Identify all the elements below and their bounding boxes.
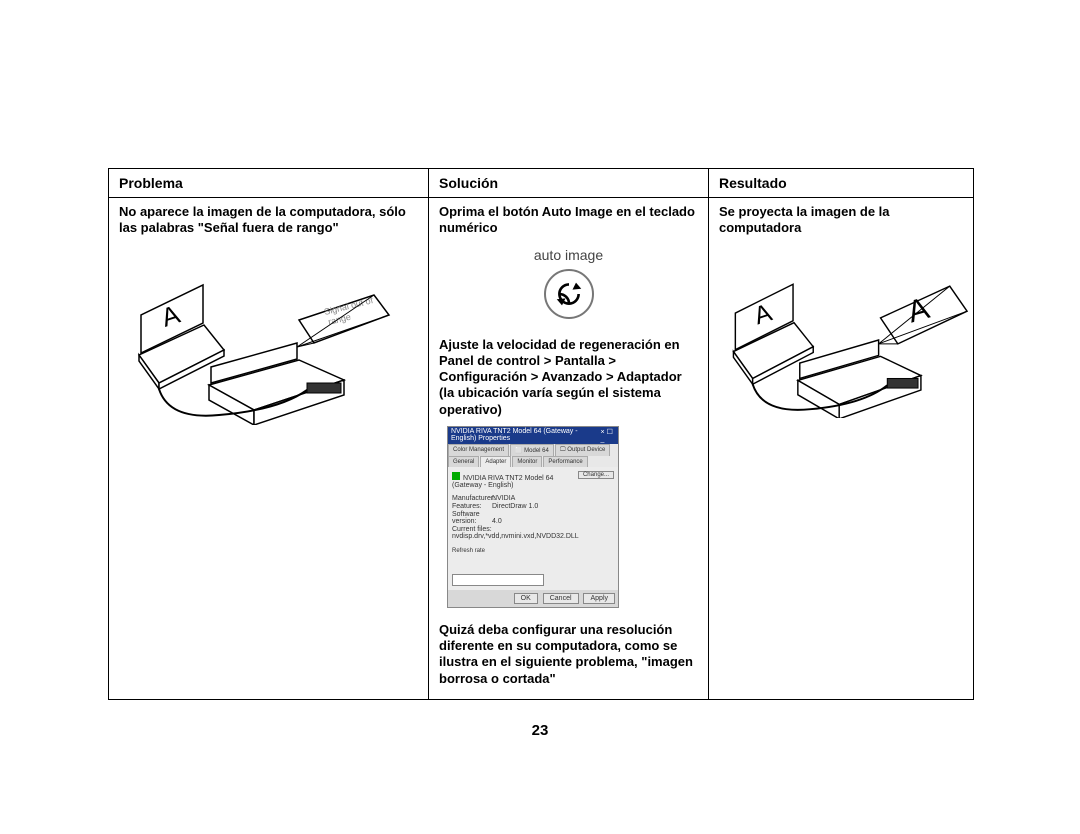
refresh-rate-dropdown [452, 574, 544, 586]
dialog-tabs-row2: General Adapter Monitor Performance [448, 456, 618, 467]
dialog-row-value: 4.0 [492, 518, 502, 525]
dialog-row: NVIDIA RIVA TNT2 Model 64 (Gateway - Eng… [452, 475, 553, 489]
problema-text: No aparece la imagen de la computadora, … [119, 204, 418, 237]
refresh-rate-label: Refresh rate [452, 548, 614, 554]
page-number: 23 [0, 722, 1080, 739]
dialog-tab: 🖵 Output Device [555, 444, 610, 456]
dialog-row-value: nvdisp.drv,*vdd,nvmini.vxd,NVDD32.DLL [452, 533, 579, 540]
solucion-para3: Quizá deba configurar una resolución dif… [439, 622, 698, 687]
solucion-lead: Oprima el botón Auto Image en el teclado… [439, 204, 698, 237]
auto-image-button-icon [544, 269, 594, 319]
table-body-row: No aparece la imagen de la computadora, … [109, 198, 973, 699]
dialog-buttons: OK Cancel Apply [448, 590, 618, 607]
cell-solucion: Oprima el botón Auto Image en el teclado… [429, 198, 709, 699]
dialog-row-value: DirectDraw 1.0 [492, 503, 538, 510]
dialog-titlebar: NVIDIA RIVA TNT2 Model 64 (Gateway - Eng… [448, 427, 618, 444]
auto-image-label: auto image [439, 247, 698, 263]
dialog-body: Change... NVIDIA RIVA TNT2 Model 64 (Gat… [448, 467, 618, 590]
header-solucion: Solución [429, 169, 709, 198]
resultado-text: Se proyecta la imagen de la computadora [719, 204, 963, 237]
ok-button: OK [514, 593, 538, 604]
problema-illustration: A Signal out of range [119, 265, 399, 425]
apply-button: Apply [583, 593, 615, 604]
refresh-icon [555, 280, 583, 308]
dialog-row-value: NVIDIA [492, 495, 515, 502]
adapter-dialog-screenshot: NVIDIA RIVA TNT2 Model 64 (Gateway - Eng… [447, 426, 619, 608]
table-header-row: Problema Solución Resultado [109, 169, 973, 198]
header-problema: Problema [109, 169, 429, 198]
cell-resultado: Se proyecta la imagen de la computadora … [709, 198, 973, 699]
dialog-title-text: NVIDIA RIVA TNT2 Model 64 (Gateway - Eng… [451, 428, 601, 443]
cancel-button: Cancel [543, 593, 579, 604]
dialog-row-label: Current files: [452, 526, 492, 533]
resultado-illustration: A A [719, 265, 969, 419]
dialog-tab: General [448, 456, 479, 467]
dialog-tab: Color Management [448, 444, 509, 456]
solucion-para2: Ajuste la velocidad de regeneración en P… [439, 337, 698, 418]
dialog-row-label: Features: [452, 503, 492, 510]
header-resultado: Resultado [709, 169, 973, 198]
dialog-tabs-row1: Color Management ⬜ Model 64 🖵 Output Dev… [448, 444, 618, 456]
troubleshooting-table: Problema Solución Resultado No aparece l… [108, 168, 974, 700]
dialog-tab: ⬜ Model 64 [510, 444, 554, 456]
cell-problema: No aparece la imagen de la computadora, … [109, 198, 429, 699]
dialog-tab-active: Adapter [480, 456, 511, 467]
dialog-row-label: Software version: [452, 511, 492, 525]
dialog-row-label: Manufacturer: [452, 495, 492, 502]
dialog-tab: Performance [543, 456, 587, 467]
dialog-tab: Monitor [512, 456, 542, 467]
change-button: Change... [578, 471, 614, 479]
dialog-window-controls: × ☐ _ [601, 428, 615, 443]
